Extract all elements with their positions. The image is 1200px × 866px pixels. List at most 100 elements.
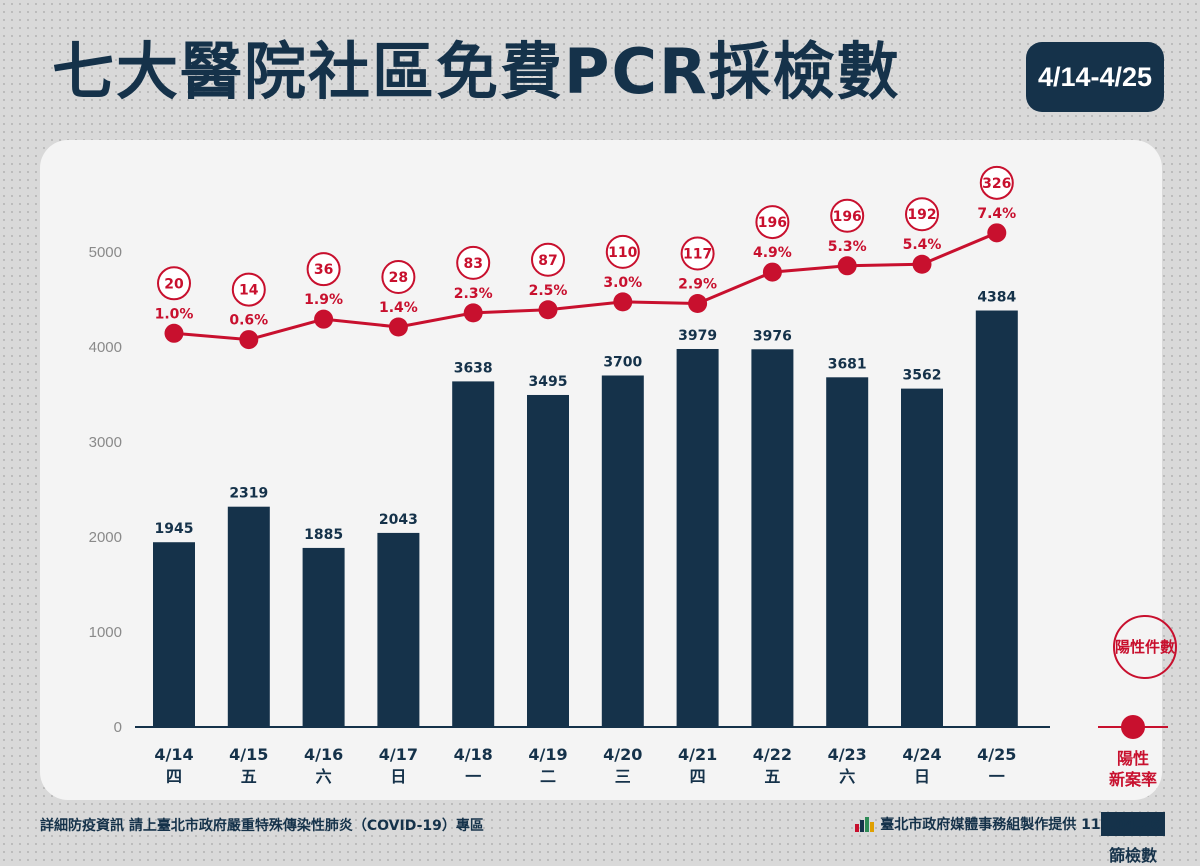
x-tick-label: 4/22 — [753, 745, 792, 764]
x-tick-label: 4/16 — [304, 745, 343, 764]
page-title: 七大醫院社區免費PCR採檢數 — [52, 35, 901, 108]
bar-screen-count — [227, 506, 270, 727]
legend-rate-dot — [1121, 715, 1145, 739]
y-tick-label: 1000 — [89, 624, 122, 641]
x-weekday-label: 四 — [166, 767, 182, 786]
rate-point — [837, 256, 857, 276]
positive-count-label: 326 — [982, 176, 1011, 192]
x-tick-label: 4/23 — [828, 745, 867, 764]
x-tick-label: 4/21 — [678, 745, 717, 764]
x-tick-label: 4/19 — [528, 745, 567, 764]
bar-screen-count — [377, 532, 420, 727]
x-tick-label: 4/25 — [977, 745, 1016, 764]
rate-point — [314, 309, 334, 329]
positive-count-badge — [905, 197, 939, 232]
x-weekday-label: 五 — [241, 767, 257, 786]
x-tick-label: 4/14 — [154, 745, 193, 764]
legend-rate-line2: 新案率 — [1108, 770, 1157, 789]
positive-count-label: 196 — [758, 215, 787, 231]
x-weekday-label: 二 — [540, 767, 556, 786]
bar-value-label: 4384 — [977, 290, 1016, 306]
x-weekday-label: 四 — [690, 767, 706, 786]
rate-point — [538, 300, 558, 320]
rate-label: 0.6% — [229, 313, 268, 329]
rate-label: 2.5% — [529, 283, 568, 299]
positive-count-badge — [456, 245, 491, 280]
bar-screen-count — [153, 542, 195, 727]
x-weekday-label: 日 — [914, 767, 930, 786]
bar-screen-count — [751, 349, 794, 727]
y-tick-label: 3000 — [89, 434, 122, 451]
legend-positive-rate: 陽性 新案率 — [1090, 748, 1176, 790]
positive-count-badge — [830, 198, 865, 233]
rate-point — [762, 262, 782, 282]
rate-label: 1.4% — [379, 300, 418, 316]
rate-point — [463, 303, 483, 323]
bar-screen-count — [601, 375, 644, 727]
x-tick-label: 4/17 — [379, 745, 418, 764]
rate-label: 1.0% — [155, 306, 194, 322]
positive-count-label: 192 — [907, 207, 936, 223]
chart-panel: 0 1000 2000 3000 4000 5000 1945 2319 1885 2043 363… — [40, 140, 1177, 865]
bar-value-label: 3638 — [454, 360, 493, 376]
legend-rate-line1: 陽性 — [1116, 749, 1149, 768]
x-weekday-label: 一 — [465, 767, 481, 786]
x-weekday-label: 一 — [989, 767, 1005, 786]
rate-series-line — [173, 231, 998, 342]
rate-label: 1.9% — [304, 292, 343, 308]
bar-value-label: 3979 — [678, 328, 717, 344]
x-weekday-label: 六 — [316, 767, 332, 786]
rate-point — [388, 317, 408, 337]
taipei-logo-icon — [855, 817, 875, 832]
bar-screen-count — [676, 348, 719, 727]
rate-label: 2.3% — [454, 286, 493, 302]
footer-info: 詳細防疫資訊 請上臺北市政府嚴重特殊傳染性肺炎（COVID-19）專區 — [40, 818, 484, 834]
positive-count-badge — [306, 252, 341, 287]
footer-credit-text: 臺北市政府媒體事務組製作提供 111.04.26 — [880, 817, 1160, 833]
rate-label: 3.0% — [603, 275, 642, 291]
y-tick-label: 0 — [114, 719, 122, 736]
x-tick-label: 4/18 — [454, 745, 493, 764]
positive-count-label: 117 — [683, 246, 712, 262]
legend-bar-swatch — [1101, 812, 1165, 836]
y-tick-label: 4000 — [89, 339, 122, 356]
bar-value-label: 2043 — [379, 512, 418, 528]
y-tick-label: 5000 — [89, 244, 122, 261]
positive-count-badge — [979, 165, 1014, 200]
x-tick-label: 4/20 — [603, 745, 642, 764]
bar-screen-count — [302, 547, 345, 727]
bar-screen-count — [452, 381, 495, 727]
positive-count-label: 28 — [389, 270, 408, 286]
x-weekday-label: 六 — [839, 767, 855, 786]
y-tick-label: 2000 — [89, 529, 122, 546]
rate-point — [688, 293, 708, 313]
bar-value-label: 2319 — [229, 486, 268, 502]
positive-count-badge — [157, 266, 191, 301]
bar-value-label: 3495 — [529, 374, 568, 390]
positive-count-badge — [755, 205, 790, 240]
positive-count-label: 20 — [164, 276, 184, 292]
x-weekday-label: 日 — [390, 767, 406, 786]
positive-count-badge — [381, 260, 416, 295]
bar-value-label: 3681 — [828, 356, 867, 372]
legend-screen-count: 篩檢數 — [1108, 846, 1157, 865]
bar-screen-count — [901, 388, 943, 727]
bar-screen-count — [826, 377, 869, 727]
positive-count-label: 110 — [608, 245, 637, 261]
rate-point — [987, 223, 1007, 243]
positive-count-label: 14 — [239, 283, 259, 299]
positive-count-label: 87 — [538, 253, 557, 269]
bar-value-label: 1945 — [155, 521, 194, 537]
positive-count-badge — [231, 272, 266, 307]
rate-point — [613, 292, 633, 312]
bar-value-label: 3976 — [753, 328, 792, 344]
x-weekday-label: 三 — [615, 767, 631, 786]
x-tick-label: 4/15 — [229, 745, 268, 764]
rate-label: 2.9% — [678, 276, 717, 292]
bar-screen-count — [975, 310, 1018, 727]
x-weekday-label: 五 — [764, 767, 780, 786]
positive-count-label: 196 — [833, 209, 862, 225]
positive-count-badge — [605, 234, 640, 269]
x-tick-label: 4/24 — [902, 745, 941, 764]
date-range-badge: 4/14-4/25 — [1026, 42, 1164, 112]
